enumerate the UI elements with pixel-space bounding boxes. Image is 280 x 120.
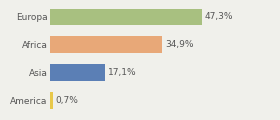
- Text: 0,7%: 0,7%: [56, 96, 79, 105]
- Bar: [50, 36, 162, 53]
- Text: 34,9%: 34,9%: [165, 40, 194, 49]
- Bar: [50, 9, 202, 25]
- Text: 47,3%: 47,3%: [205, 12, 234, 21]
- Bar: [50, 92, 53, 109]
- Bar: [50, 64, 105, 81]
- Text: 17,1%: 17,1%: [108, 68, 137, 77]
